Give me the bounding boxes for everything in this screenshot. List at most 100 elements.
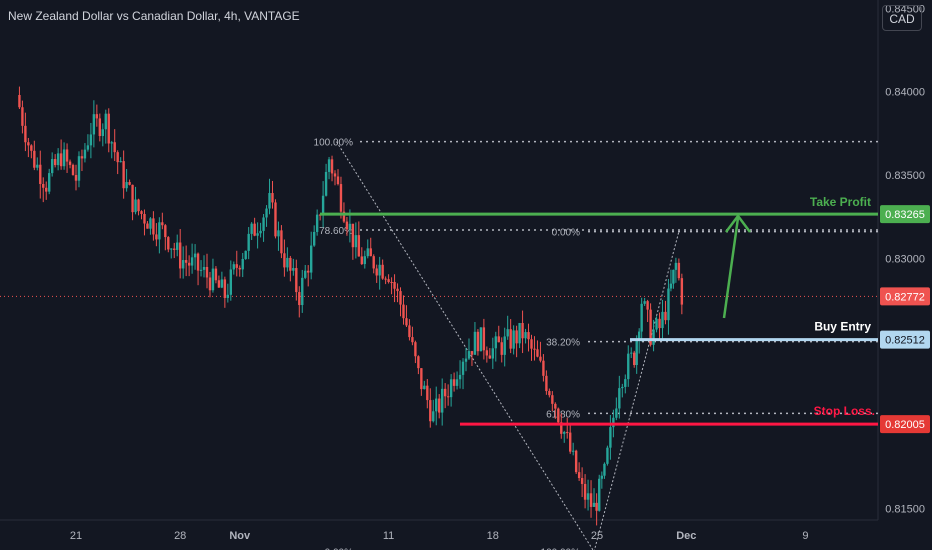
candle-body: [80, 156, 84, 159]
candle-body: [482, 327, 486, 351]
candle-body: [86, 145, 90, 150]
candle-body: [387, 279, 390, 282]
x-tick-label: 9: [802, 530, 808, 542]
x-tick-label: Nov: [229, 530, 251, 542]
candle-body: [27, 142, 30, 146]
candle-body: [598, 478, 601, 511]
candle-body: [440, 388, 444, 413]
candle-body: [330, 159, 334, 174]
candle-body: [280, 230, 283, 254]
candle-body: [606, 447, 609, 464]
x-tick-label: 18: [487, 530, 499, 542]
take-profit-annotation: Take Profit: [810, 195, 871, 209]
candle-body: [640, 303, 643, 332]
axes: 0.84500 0.84000 0.83500 0.83000 0.81500 21 28 N…: [0, 0, 925, 542]
candle-body: [24, 125, 27, 143]
candle-body: [315, 214, 319, 232]
candle-body: [274, 202, 277, 237]
candle-body: [292, 268, 295, 271]
candle-body: [366, 248, 369, 257]
candle-body: [618, 388, 621, 409]
candle-body: [612, 417, 615, 428]
candle-body: [128, 182, 131, 185]
candle-body: [307, 270, 310, 273]
candle-body: [443, 388, 447, 397]
candle-body: [458, 374, 462, 380]
candle-body: [497, 336, 500, 343]
candle-body: [164, 225, 167, 238]
y-tick-label: 0.83000: [885, 253, 925, 265]
candle-body: [125, 182, 128, 189]
candle-body: [158, 222, 161, 240]
candle-body: [277, 230, 280, 237]
candle-body: [354, 235, 358, 248]
candle-body: [545, 375, 548, 392]
candle-body: [592, 502, 596, 507]
candle-body: [116, 152, 119, 163]
candle-body: [548, 391, 551, 396]
take-profit-tag-label: 0.83265: [885, 209, 925, 221]
candle-body: [595, 502, 598, 511]
candle-body: [131, 184, 134, 213]
candle-body: [405, 318, 408, 326]
candle-body: [669, 283, 673, 289]
candle-body: [208, 277, 212, 291]
candle-body: [68, 161, 72, 165]
candle-body: [417, 356, 420, 369]
currency-button[interactable]: CAD: [882, 5, 922, 31]
fib2-level-label: 100.00%: [541, 548, 581, 550]
candle-body: [295, 268, 298, 293]
candle-body: [672, 269, 675, 284]
stop-loss-tag: [880, 415, 930, 434]
candle-body: [402, 304, 405, 319]
y-tick-label: 0.84000: [885, 87, 925, 99]
candle-body: [432, 411, 435, 422]
candle-body: [423, 385, 426, 390]
candle-body: [533, 348, 536, 350]
candle-body: [30, 145, 33, 151]
candle-body: [542, 360, 545, 376]
candle-body: [53, 159, 57, 166]
fib2-level-label: 38.20%: [546, 338, 580, 349]
candle-body: [21, 107, 24, 126]
candle-body: [92, 114, 96, 135]
candle-body: [589, 493, 593, 507]
candle-body: [435, 398, 438, 412]
x-tick-label: 21: [70, 530, 82, 542]
candle-body: [173, 248, 176, 250]
candle-body: [179, 242, 182, 269]
candle-body: [45, 187, 48, 192]
candle-body: [635, 339, 638, 366]
candle-body: [298, 292, 301, 306]
candle-body: [615, 408, 618, 418]
candle-body: [345, 221, 349, 230]
candle-body: [503, 336, 506, 355]
candle-body: [336, 176, 340, 185]
candle-body: [446, 396, 450, 398]
candle-body: [256, 233, 259, 236]
candle-body: [312, 231, 316, 246]
candle-body: [193, 253, 197, 258]
candle-body: [247, 233, 250, 251]
candle-body: [199, 269, 203, 271]
candle-body: [134, 199, 137, 213]
candle-body: [89, 134, 93, 146]
candle-body: [36, 164, 39, 168]
candle-body: [205, 266, 209, 278]
candle-body: [211, 268, 215, 291]
candle-body: [438, 398, 441, 413]
candle-body: [603, 463, 606, 476]
candle-body: [39, 164, 42, 184]
candle-body: [238, 267, 241, 270]
candle-body: [271, 193, 274, 203]
candle-body: [18, 95, 21, 108]
x-tick-label: 28: [174, 530, 186, 542]
candle-body: [455, 379, 459, 386]
candle-body: [250, 223, 253, 234]
candle-body: [214, 268, 218, 281]
candle-body: [563, 432, 566, 434]
candle-body: [655, 318, 658, 330]
candle-body: [667, 288, 670, 321]
candle-body: [140, 211, 143, 214]
